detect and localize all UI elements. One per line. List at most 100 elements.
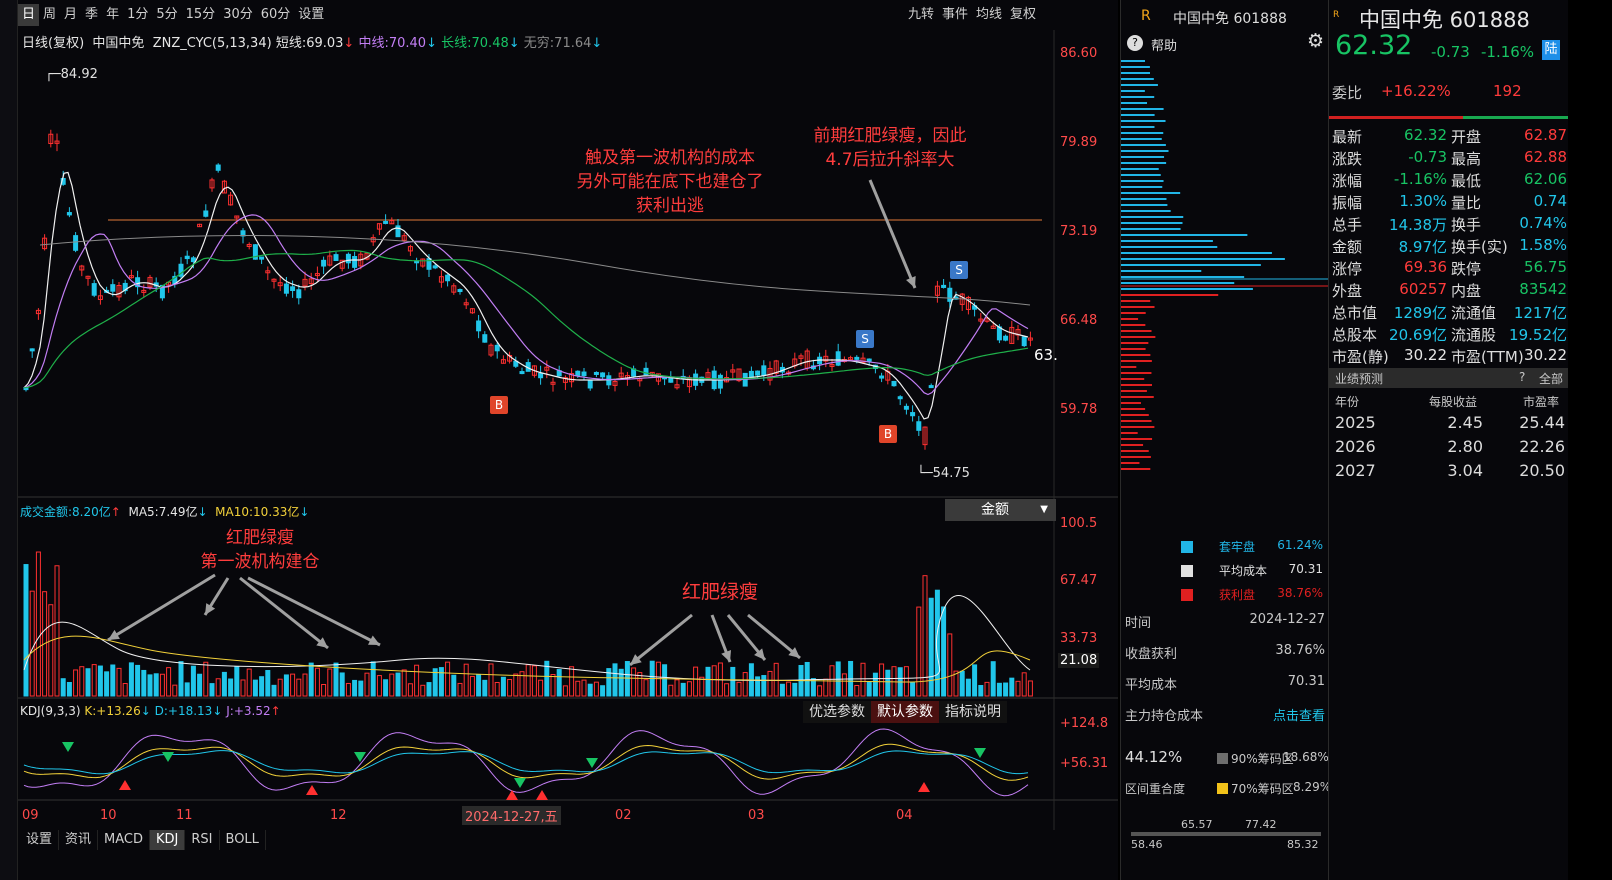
buy-signal[interactable]: B	[879, 425, 897, 443]
period-1min[interactable]: 1分	[127, 7, 149, 22]
main-cost-link[interactable]: 点击查看	[1272, 709, 1325, 724]
volume-tick: 33.73	[1060, 631, 1098, 646]
tab-rsi[interactable]: RSI	[185, 830, 220, 850]
info-row: 收盘获利 38.76%	[1125, 643, 1325, 674]
candlestick-chart[interactable]	[0, 30, 1118, 870]
volume-bar	[972, 664, 978, 697]
period-30min[interactable]: 30分	[223, 7, 253, 22]
chip-bar	[1121, 336, 1156, 338]
tab-kdj[interactable]: KDJ	[150, 830, 186, 850]
volume-bar	[128, 662, 134, 697]
volume-bar	[271, 684, 277, 697]
volume-bar	[296, 678, 302, 697]
candle-body	[562, 377, 568, 383]
chip-distribution-chart[interactable]	[1121, 50, 1329, 540]
candle-body	[79, 265, 85, 271]
left-scroll-strip[interactable]	[0, 0, 18, 880]
volume-bar	[575, 680, 581, 697]
period-year[interactable]: 年	[106, 7, 120, 22]
candle-body	[190, 257, 196, 263]
adjust-button[interactable]: 复权	[1010, 7, 1037, 22]
period-settings[interactable]: 设置	[298, 7, 325, 22]
buy-signal[interactable]: B	[490, 396, 508, 414]
forecast-all-link[interactable]: 全部	[1539, 372, 1564, 386]
info-label: 平均成本	[1125, 678, 1178, 693]
buy-arrow-icon	[506, 790, 518, 800]
volume-bar	[333, 662, 339, 697]
volume-bar	[959, 670, 965, 697]
optimize-params-button[interactable]: 优选参数	[803, 701, 871, 723]
default-params-button[interactable]: 默认参数	[871, 701, 939, 723]
quote-value: 19.52亿	[1509, 326, 1567, 344]
help-label[interactable]: 帮助	[1151, 39, 1178, 54]
candle-body	[327, 255, 333, 266]
volume-bar	[513, 673, 519, 697]
jiuzhuan-button[interactable]: 九转	[908, 7, 935, 22]
candle-body	[308, 278, 314, 285]
candle-body	[928, 385, 934, 389]
chip-bar	[1121, 204, 1168, 206]
period-15min[interactable]: 15分	[185, 7, 216, 22]
quote-label: 金额	[1332, 238, 1363, 256]
candle-body	[66, 212, 72, 216]
period-day[interactable]: 日	[18, 4, 40, 26]
volume-bar	[742, 672, 748, 697]
sell-signal[interactable]: S	[856, 330, 874, 348]
volume-bar	[1015, 680, 1021, 697]
volume-bar	[885, 669, 891, 697]
legend-value: 38.76%	[1277, 586, 1323, 600]
chip-bar	[1121, 114, 1155, 116]
quote-value: 1217亿	[1513, 304, 1567, 322]
indicator-help-button[interactable]: 指标说明	[939, 701, 1007, 723]
help-icon[interactable]: ?	[1127, 35, 1143, 51]
ma-button[interactable]: 均线	[976, 7, 1003, 22]
chip-bar	[1121, 108, 1164, 110]
ma10-label: MA10:	[215, 505, 254, 519]
event-button[interactable]: 事件	[942, 7, 969, 22]
volume-bar	[538, 679, 544, 697]
forecast-help-icon[interactable]: ?	[1519, 370, 1526, 384]
volume-bar	[1021, 672, 1027, 697]
volume-bar	[693, 666, 699, 697]
d-value: +18.13	[167, 704, 213, 718]
volume-bar	[469, 675, 475, 697]
gear-icon[interactable]: ⚙	[1307, 30, 1325, 52]
candle-body	[389, 220, 395, 225]
chip-bar	[1121, 78, 1154, 80]
volume-bar	[166, 667, 172, 697]
tab-boll[interactable]: BOLL	[220, 830, 266, 850]
tab-macd[interactable]: MACD	[98, 830, 150, 850]
period-month[interactable]: 月	[64, 7, 78, 22]
period-quarter[interactable]: 季	[85, 7, 99, 22]
candle-body	[618, 372, 624, 378]
chip-bar	[1121, 84, 1158, 86]
candle-body	[1009, 326, 1015, 344]
volume-type-dropdown[interactable]: 金额 ▼	[945, 499, 1056, 521]
candle-body	[401, 235, 407, 241]
candle-body	[128, 275, 134, 279]
quote-label: 流通值	[1451, 304, 1497, 322]
short-line	[23, 171, 1029, 420]
chip-bar	[1121, 120, 1166, 122]
short-line-value: 69.03	[306, 36, 344, 51]
volume-bar	[531, 665, 537, 697]
period-5min[interactable]: 5分	[156, 7, 178, 22]
volume-bar	[482, 679, 488, 697]
period-week[interactable]: 周	[43, 7, 57, 22]
candle-body	[48, 133, 54, 144]
quote-row: 外盘 60257 内盘 83542	[1329, 280, 1569, 302]
volume-bar	[407, 683, 413, 697]
period-60min[interactable]: 60分	[260, 7, 291, 22]
candle-body	[910, 412, 916, 417]
dropdown-value: 金额	[981, 502, 1009, 518]
sell-signal[interactable]: S	[950, 261, 968, 279]
candle-body	[730, 369, 736, 373]
volume-bar	[246, 668, 252, 697]
candle-body	[941, 284, 947, 288]
legend-label: 套牢盘	[1219, 540, 1256, 554]
candle-body	[463, 302, 469, 306]
candle-body	[246, 244, 252, 248]
volume-bar	[476, 674, 482, 697]
tab-settings[interactable]: 设置	[20, 830, 60, 850]
tab-news[interactable]: 资讯	[59, 830, 99, 850]
